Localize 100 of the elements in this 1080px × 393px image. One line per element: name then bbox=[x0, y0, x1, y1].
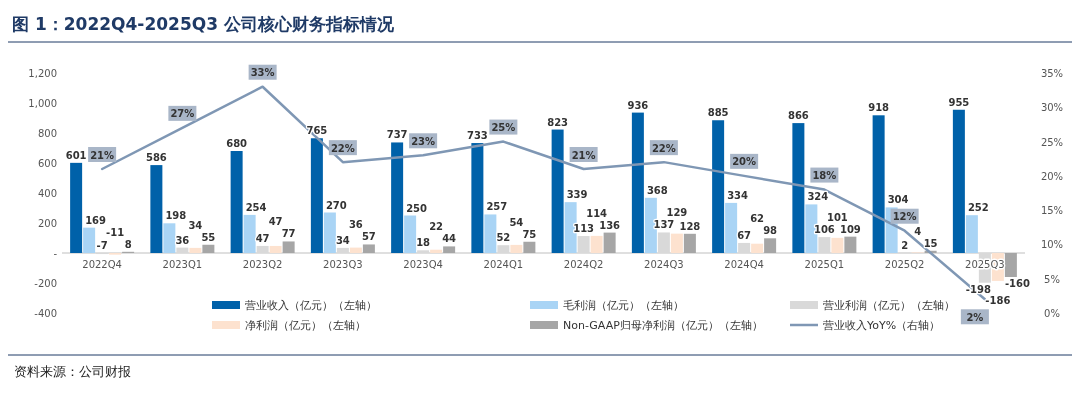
y2-tick-label: 5% bbox=[1044, 273, 1060, 285]
data-label: 936 bbox=[627, 99, 649, 111]
legend-label: 毛利润（亿元）（左轴） bbox=[563, 299, 684, 312]
data-label: 21% bbox=[90, 149, 115, 161]
data-label: 22% bbox=[651, 142, 676, 154]
x-tick-label: 2023Q3 bbox=[323, 259, 363, 270]
y-tick-label: 400 bbox=[37, 188, 57, 199]
bar bbox=[844, 236, 857, 253]
data-label: 334 bbox=[727, 189, 749, 201]
data-label: 101 bbox=[826, 211, 848, 223]
x-tick-label: 2024Q2 bbox=[563, 259, 604, 270]
legend-label: 净利润（亿元）（左轴） bbox=[245, 319, 366, 332]
data-label: 113 bbox=[573, 223, 595, 235]
bar bbox=[965, 215, 978, 253]
data-label: 34 bbox=[335, 234, 350, 246]
data-label: 47 bbox=[268, 216, 283, 228]
data-label: 733 bbox=[466, 130, 488, 142]
bar bbox=[872, 115, 885, 253]
x-tick-label: 2025Q1 bbox=[804, 259, 845, 270]
bar bbox=[792, 123, 805, 253]
data-label: 109 bbox=[839, 223, 861, 235]
x-tick-label: 2023Q2 bbox=[242, 259, 283, 270]
bar bbox=[725, 202, 738, 253]
bar bbox=[1004, 253, 1017, 277]
bar bbox=[551, 129, 564, 253]
bar bbox=[83, 227, 96, 253]
x-tick-label: 2025Q3 bbox=[965, 259, 1005, 270]
bar bbox=[336, 247, 349, 253]
bar bbox=[471, 143, 484, 253]
bar bbox=[202, 244, 215, 253]
bar bbox=[417, 250, 430, 253]
data-label: 15 bbox=[923, 237, 938, 249]
data-label: 198 bbox=[165, 210, 187, 222]
data-label: 20% bbox=[732, 156, 757, 168]
data-label: 25% bbox=[491, 122, 516, 134]
bar bbox=[657, 232, 670, 253]
data-label: 586 bbox=[145, 152, 167, 164]
bar bbox=[670, 233, 683, 253]
data-label: 339 bbox=[566, 189, 588, 201]
x-tick-label: 2025Q2 bbox=[884, 259, 925, 270]
bar bbox=[831, 237, 844, 253]
data-label: 62 bbox=[750, 213, 765, 225]
data-label: 54 bbox=[509, 216, 524, 228]
data-label: 114 bbox=[586, 207, 608, 219]
data-label: 918 bbox=[868, 102, 890, 114]
legend-label: Non-GAAP归母净利润（亿元）（左轴） bbox=[563, 319, 763, 332]
chart-title: 图 1：2022Q4-2025Q3 公司核心财务指标情况 bbox=[12, 14, 395, 34]
bar bbox=[497, 245, 510, 253]
y-tick-label: 600 bbox=[37, 158, 57, 169]
y2-tick-label: 35% bbox=[1040, 68, 1064, 79]
bar bbox=[163, 223, 176, 253]
data-label: 250 bbox=[406, 202, 428, 214]
data-label: 136 bbox=[599, 219, 621, 231]
y-tick-label: 800 bbox=[37, 128, 57, 139]
data-label: 2% bbox=[966, 311, 984, 323]
data-label: 18 bbox=[416, 237, 431, 249]
bar bbox=[751, 243, 764, 253]
x-tick-label: 2024Q1 bbox=[483, 259, 524, 270]
x-tick-label: 2024Q3 bbox=[644, 259, 684, 270]
y2-tick-label: 30% bbox=[1040, 102, 1064, 114]
data-label: 169 bbox=[85, 214, 107, 226]
legend-label: 营业收入YoY%（右轴） bbox=[823, 319, 941, 332]
bar bbox=[404, 215, 417, 253]
y-tick-label: 200 bbox=[37, 218, 57, 229]
data-label: 368 bbox=[646, 184, 668, 196]
bar bbox=[738, 242, 751, 253]
bar bbox=[443, 246, 456, 253]
data-label: 823 bbox=[547, 116, 569, 128]
data-label: 8 bbox=[124, 238, 132, 250]
data-label: -160 bbox=[1004, 278, 1030, 289]
bar bbox=[243, 214, 256, 253]
data-label: 106 bbox=[813, 224, 835, 236]
data-label: 36 bbox=[175, 234, 190, 246]
data-label: 252 bbox=[967, 202, 989, 214]
bar bbox=[189, 247, 202, 253]
bar bbox=[269, 245, 282, 253]
bar bbox=[603, 232, 616, 253]
x-tick-label: 2023Q1 bbox=[162, 259, 203, 270]
data-label: 98 bbox=[763, 225, 778, 237]
bar bbox=[590, 235, 603, 253]
data-label: 270 bbox=[325, 199, 347, 211]
y-tick-label: -200 bbox=[34, 278, 57, 289]
bar bbox=[764, 238, 777, 253]
bar bbox=[577, 236, 590, 253]
data-label: 680 bbox=[226, 138, 248, 149]
y2-tick-label: 25% bbox=[1040, 136, 1064, 148]
y2-tick-label: 15% bbox=[1040, 205, 1064, 217]
y-tick-label: 1,200 bbox=[28, 68, 57, 79]
data-label: 4 bbox=[914, 225, 922, 237]
data-label: 955 bbox=[948, 96, 970, 108]
data-label: 44 bbox=[442, 233, 457, 245]
data-label: 52 bbox=[496, 232, 511, 244]
data-label: 601 bbox=[65, 149, 87, 161]
x-tick-label: 2022Q4 bbox=[82, 259, 122, 270]
data-label: 129 bbox=[666, 207, 688, 219]
bar bbox=[391, 142, 404, 253]
data-label: -186 bbox=[985, 294, 1011, 306]
data-label: -7 bbox=[96, 240, 108, 251]
y-tick-label: -400 bbox=[34, 308, 57, 319]
bar bbox=[282, 241, 295, 253]
